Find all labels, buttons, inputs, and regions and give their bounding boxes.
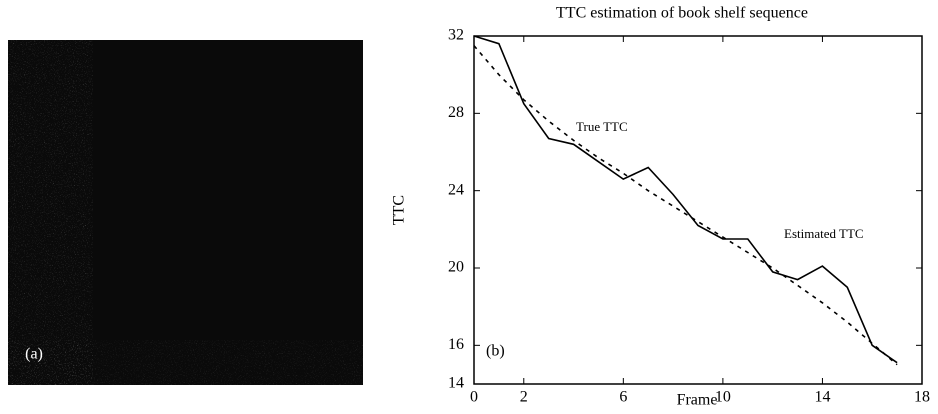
y-tick-label: 14 bbox=[448, 375, 464, 392]
x-tick-label: 0 bbox=[470, 389, 478, 406]
annotation: Estimated TTC bbox=[784, 226, 864, 241]
x-axis-label: Frame bbox=[677, 392, 718, 409]
image-texture bbox=[8, 340, 363, 385]
annotation: (b) bbox=[486, 343, 505, 360]
x-tick-label: 6 bbox=[619, 389, 627, 406]
plot-frame bbox=[473, 35, 923, 385]
annotation: True TTC bbox=[576, 119, 628, 134]
x-tick-label: 18 bbox=[914, 389, 930, 406]
y-tick-label: 16 bbox=[448, 336, 464, 353]
y-tick-label: 32 bbox=[448, 27, 464, 44]
y-tick-label: 20 bbox=[448, 259, 464, 276]
series-line bbox=[473, 45, 898, 366]
series-line bbox=[473, 35, 898, 364]
x-tick-label: 10 bbox=[715, 389, 731, 406]
x-tick-label: 14 bbox=[814, 389, 830, 406]
x-tick-label: 2 bbox=[520, 389, 528, 406]
y-tick-label: 24 bbox=[448, 181, 464, 198]
y-axis-label: TTC bbox=[391, 195, 408, 225]
panel-label: (a) bbox=[25, 346, 43, 363]
image-texture bbox=[8, 40, 93, 385]
chart-title: TTC estimation of book shelf sequence bbox=[556, 5, 808, 22]
y-tick-label: 28 bbox=[448, 104, 464, 121]
